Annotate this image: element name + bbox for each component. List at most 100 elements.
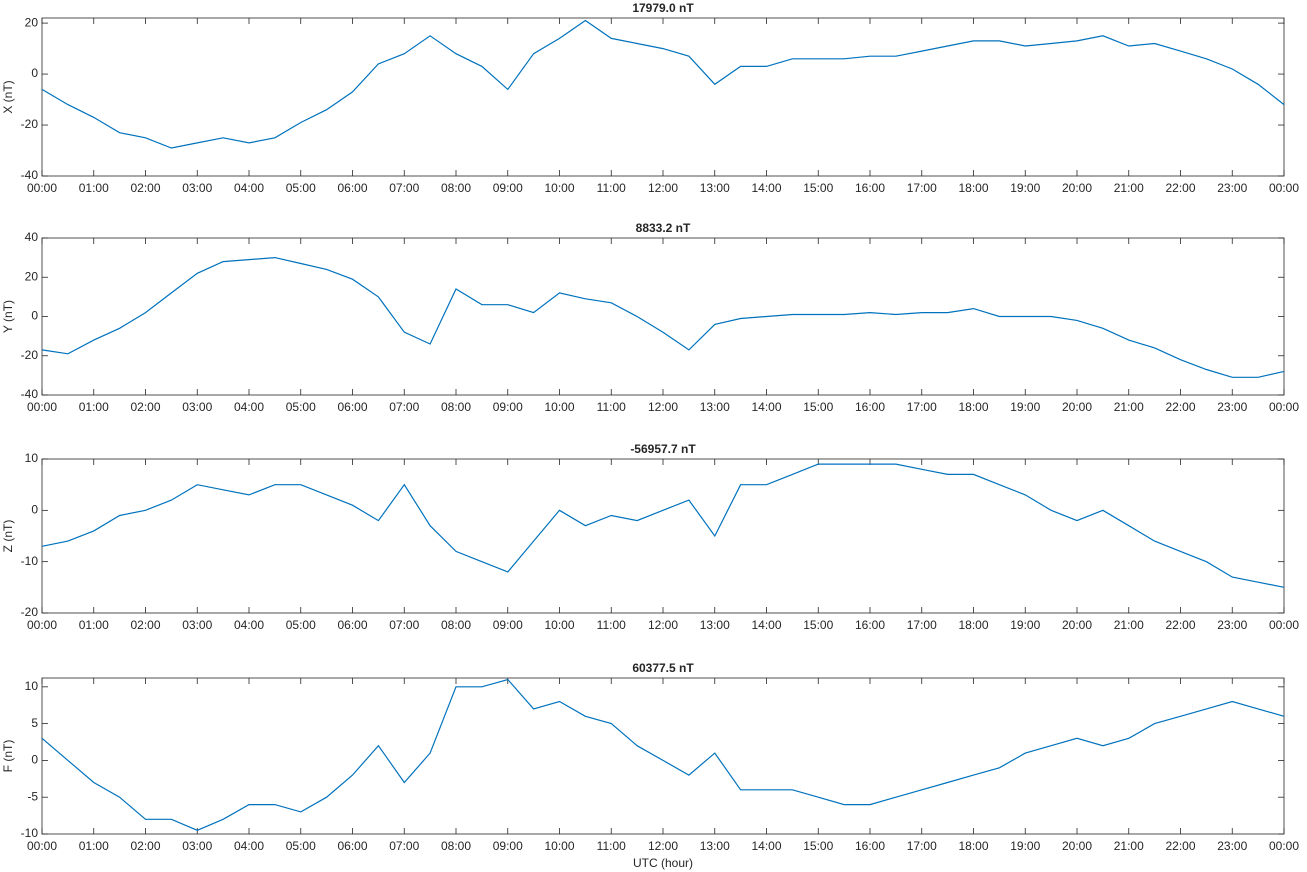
x-tick-label: 11:00: [597, 400, 626, 414]
x-tick-label: 23:00: [1217, 618, 1247, 632]
x-tick-label: 16:00: [855, 400, 885, 414]
chart-title: 8833.2 nT: [636, 221, 691, 235]
x-tick-label: 01:00: [79, 618, 109, 632]
x-tick-label: 06:00: [337, 618, 367, 632]
x-tick-label: 17:00: [907, 400, 937, 414]
chart-title: -56957.7 nT: [630, 442, 696, 456]
x-tick-label: 03:00: [182, 839, 212, 853]
x-tick-label: 08:00: [441, 400, 471, 414]
x-tick-label: 11:00: [597, 181, 626, 195]
y-tick-label: 10: [25, 451, 39, 465]
x-tick-label: 09:00: [493, 839, 523, 853]
x-tick-label: 08:00: [441, 839, 471, 853]
x-tick-label: 13:00: [700, 839, 730, 853]
x-tick-label: 12:00: [648, 839, 678, 853]
axes-box: [41, 677, 1285, 835]
x-tick-label: 21:00: [1114, 839, 1144, 853]
x-tick-label: 17:00: [907, 839, 937, 853]
x-tick-label: 14:00: [751, 618, 781, 632]
x-tick-label: 16:00: [855, 618, 885, 632]
x-tick-label: 00:00: [27, 181, 57, 195]
x-tick-label: 20:00: [1062, 181, 1092, 195]
axes-box: [41, 237, 1285, 396]
x-tick-label: 21:00: [1114, 400, 1144, 414]
x-tick-label: 05:00: [286, 181, 316, 195]
x-tick-label: 18:00: [958, 400, 988, 414]
x-tick-label: 20:00: [1062, 400, 1092, 414]
y-tick-label: 0: [31, 66, 38, 80]
y-tick-label: 0: [31, 503, 38, 517]
x-tick-label: 18:00: [958, 181, 988, 195]
x-tick-label: 13:00: [700, 618, 730, 632]
y-tick-label: -40: [21, 168, 39, 182]
x-tick-label: 22:00: [1165, 618, 1195, 632]
x-tick-label: 15:00: [803, 839, 833, 853]
x-tick-label: 05:00: [286, 618, 316, 632]
y-tick-label: -40: [21, 387, 39, 401]
x-tick-label: 15:00: [803, 181, 833, 195]
chart-title: 17979.0 nT: [632, 1, 694, 15]
y-axis-label: X (nT): [1, 80, 15, 113]
x-tick-label: 00:00: [27, 839, 57, 853]
data-line: [41, 256, 1285, 378]
x-tick-label: 01:00: [79, 839, 109, 853]
y-tick-label: -10: [21, 554, 39, 568]
y-tick-label: 5: [31, 716, 38, 730]
x-tick-label: 10:00: [544, 400, 574, 414]
chart-title: 60377.5 nT: [632, 661, 694, 675]
y-tick-label: -20: [21, 605, 39, 619]
x-tick-label: 20:00: [1062, 839, 1092, 853]
x-tick-label: 14:00: [751, 839, 781, 853]
x-axis-label: UTC (hour): [633, 856, 693, 870]
x-tick-label: 07:00: [389, 839, 419, 853]
x-tick-label: 09:00: [493, 618, 523, 632]
x-tick-label: 07:00: [389, 400, 419, 414]
x-tick-label: 04:00: [234, 400, 264, 414]
y-tick-label: -5: [27, 789, 38, 803]
x-tick-label: 03:00: [182, 400, 212, 414]
y-axis-label: F (nT): [1, 740, 15, 773]
x-tick-label: 23:00: [1217, 181, 1247, 195]
x-tick-label: 14:00: [751, 400, 781, 414]
x-tick-label: 12:00: [648, 181, 678, 195]
x-tick-label: 00:00: [1269, 181, 1299, 195]
x-tick-label: 05:00: [286, 839, 316, 853]
x-tick-label: 00:00: [1269, 618, 1299, 632]
y-axis-label: Y (nT): [1, 300, 15, 333]
x-tick-label: 02:00: [130, 181, 160, 195]
x-tick-label: 22:00: [1165, 400, 1195, 414]
data-line: [41, 463, 1285, 588]
x-tick-label: 00:00: [27, 618, 57, 632]
y-tick-label: -20: [21, 117, 39, 131]
x-tick-label: 15:00: [803, 400, 833, 414]
y-tick-label: -10: [21, 826, 39, 840]
x-tick-label: 20:00: [1062, 618, 1092, 632]
x-tick-label: 21:00: [1114, 181, 1144, 195]
x-tick-label: 05:00: [286, 400, 316, 414]
x-tick-label: 02:00: [130, 618, 160, 632]
x-tick-label: 22:00: [1165, 181, 1195, 195]
data-line: [41, 678, 1285, 831]
x-tick-label: 18:00: [958, 618, 988, 632]
y-tick-label: 0: [31, 753, 38, 767]
data-line: [41, 19, 1285, 149]
x-tick-label: 23:00: [1217, 400, 1247, 414]
x-tick-label: 02:00: [130, 400, 160, 414]
y-tick-label: 20: [25, 15, 39, 29]
x-tick-label: 06:00: [337, 181, 367, 195]
axes-box: [41, 458, 1285, 614]
x-tick-label: 15:00: [803, 618, 833, 632]
x-tick-label: 09:00: [493, 400, 523, 414]
y-tick-label: 20: [25, 269, 39, 283]
x-tick-label: 10:00: [544, 181, 574, 195]
x-tick-label: 17:00: [907, 181, 937, 195]
x-tick-label: 00:00: [1269, 839, 1299, 853]
x-tick-label: 11:00: [597, 839, 626, 853]
x-tick-label: 03:00: [182, 618, 212, 632]
x-tick-label: 03:00: [182, 181, 212, 195]
x-tick-label: 14:00: [751, 181, 781, 195]
x-tick-label: 18:00: [958, 839, 988, 853]
x-tick-label: 10:00: [544, 839, 574, 853]
x-tick-label: 22:00: [1165, 839, 1195, 853]
x-tick-label: 00:00: [1269, 400, 1299, 414]
